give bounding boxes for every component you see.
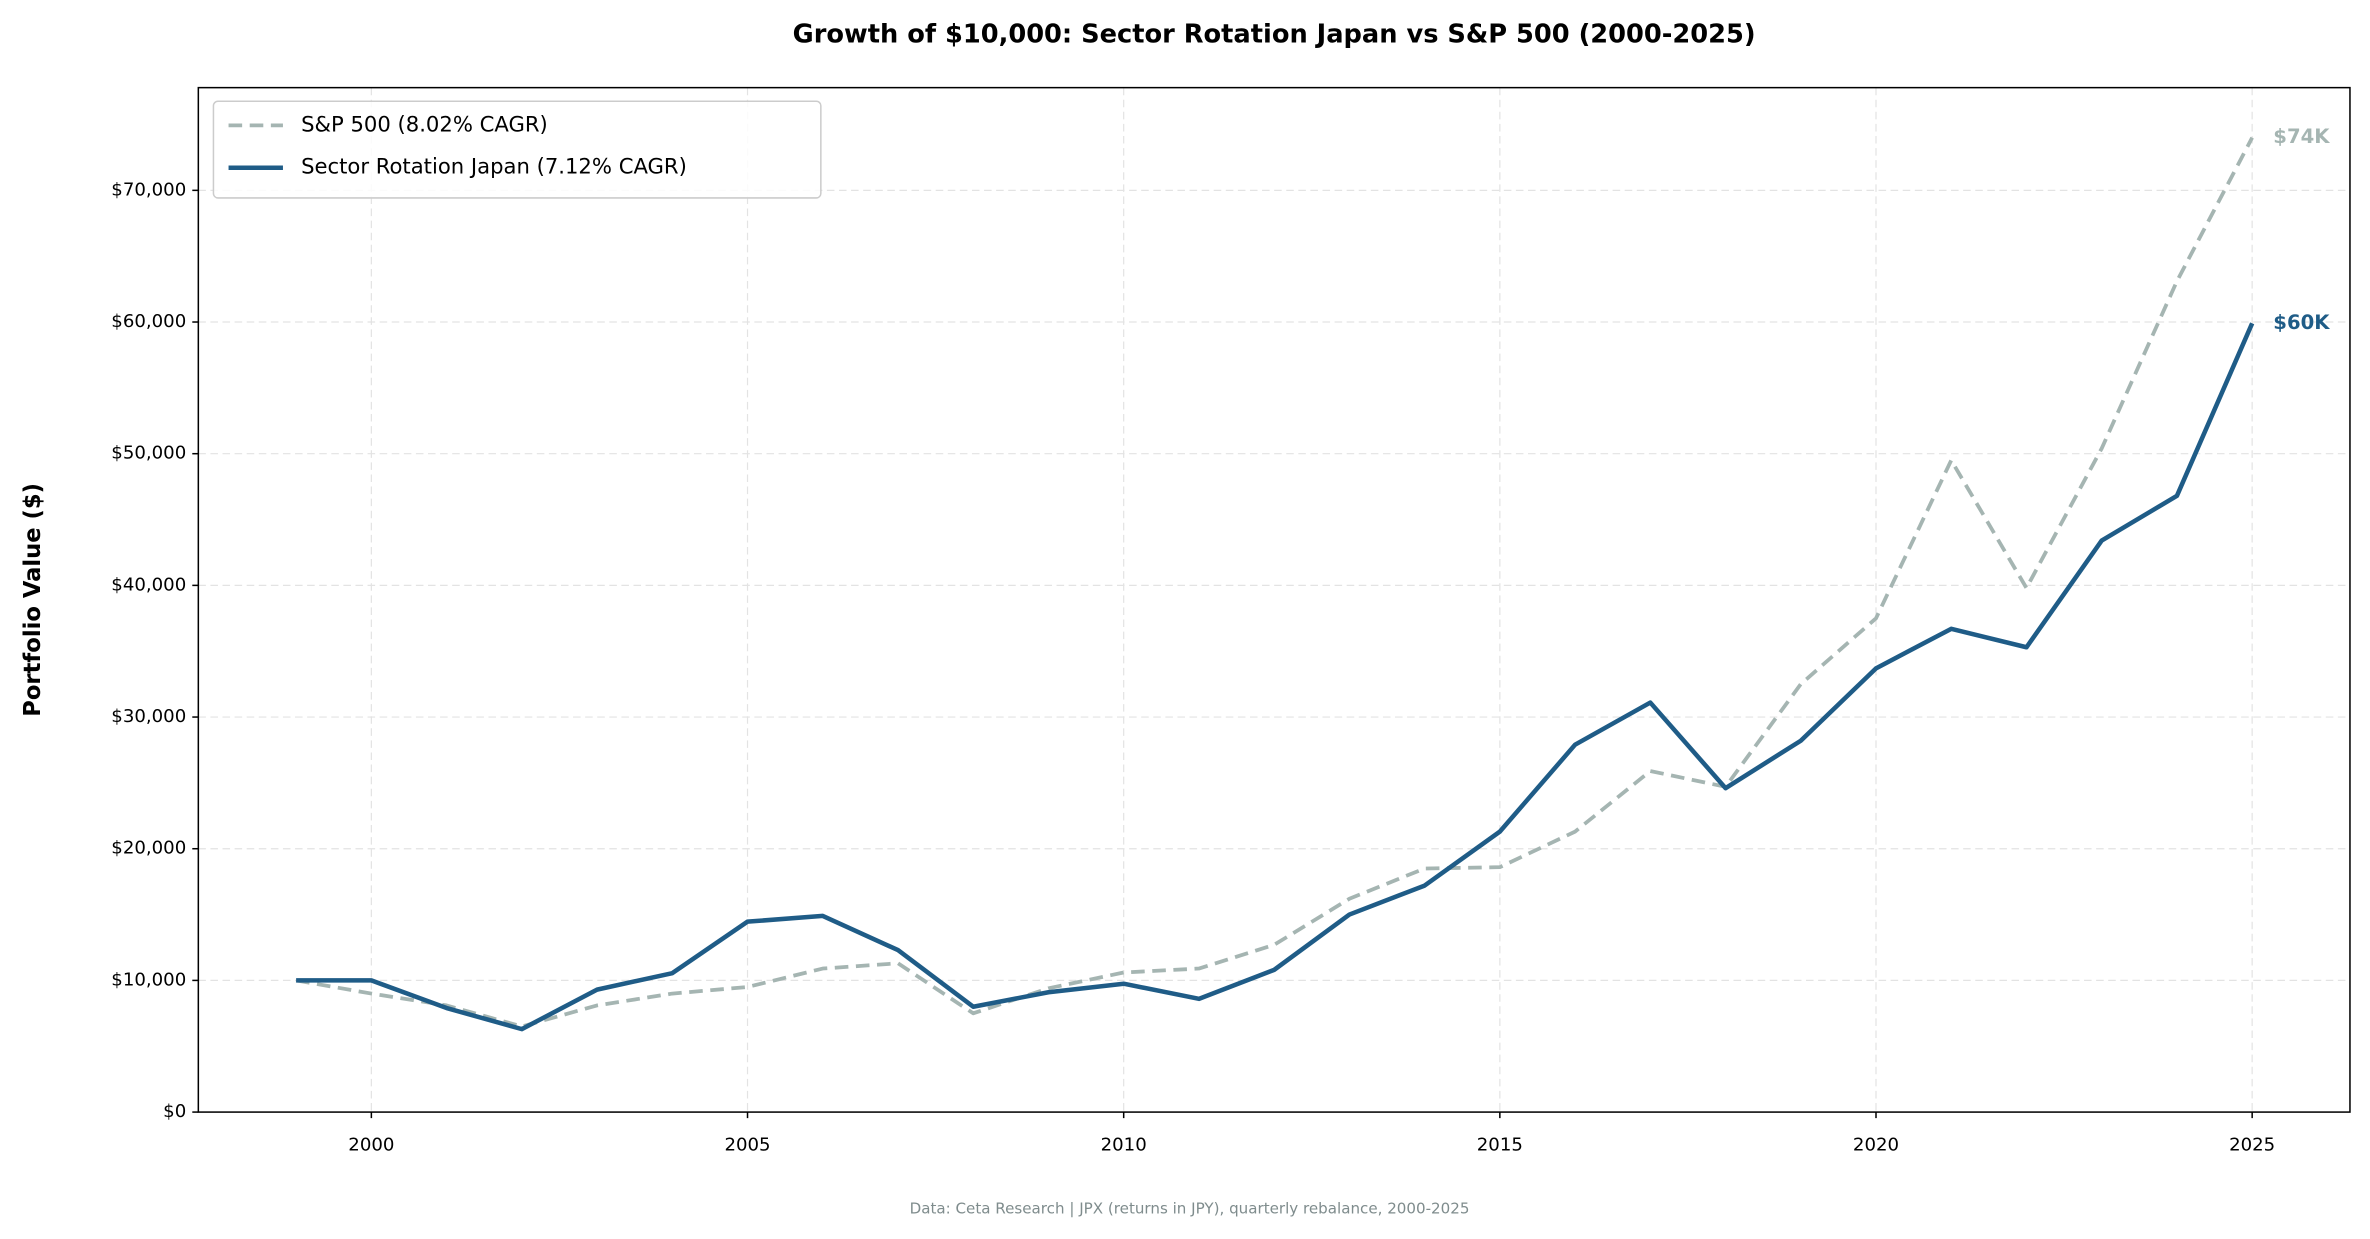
y-tick-label: $60,000 [111,311,186,332]
y-axis-label: Portfolio Value ($) [20,483,46,717]
y-tick-label: $50,000 [111,443,186,464]
x-tick-label: 2010 [1101,1134,1147,1155]
legend-label: Sector Rotation Japan (7.12% CAGR) [301,154,687,179]
legend-box [212,100,822,199]
x-tick-label: 2015 [1477,1134,1523,1155]
y-tick-label: $20,000 [111,838,186,859]
line-series [295,136,2254,1029]
end-label: $74K [2273,125,2330,148]
plot-frame [197,86,2351,1113]
x-tick-label: 2005 [724,1134,770,1155]
footer: Data: Ceta Research | JPX (returns in JP… [910,1199,1470,1217]
x-tick-label: 2020 [1853,1134,1899,1155]
y-tick-label: $40,000 [111,574,186,595]
y-tick-label: $70,000 [111,179,186,200]
legend-label: S&P 500 (8.02% CAGR) [301,111,548,136]
y-tick-label: $10,000 [111,969,186,990]
x-tick-label: 2025 [2229,1134,2275,1155]
y-tick-label: $0 [163,1101,186,1122]
line-series [296,322,2255,1032]
x-tick-label: 2000 [348,1134,394,1155]
chart-title: Growth of $10,000: Sector Rotation Japan… [793,19,1756,49]
end-label: $60K [2273,311,2330,334]
y-tick-label: $30,000 [111,706,186,727]
